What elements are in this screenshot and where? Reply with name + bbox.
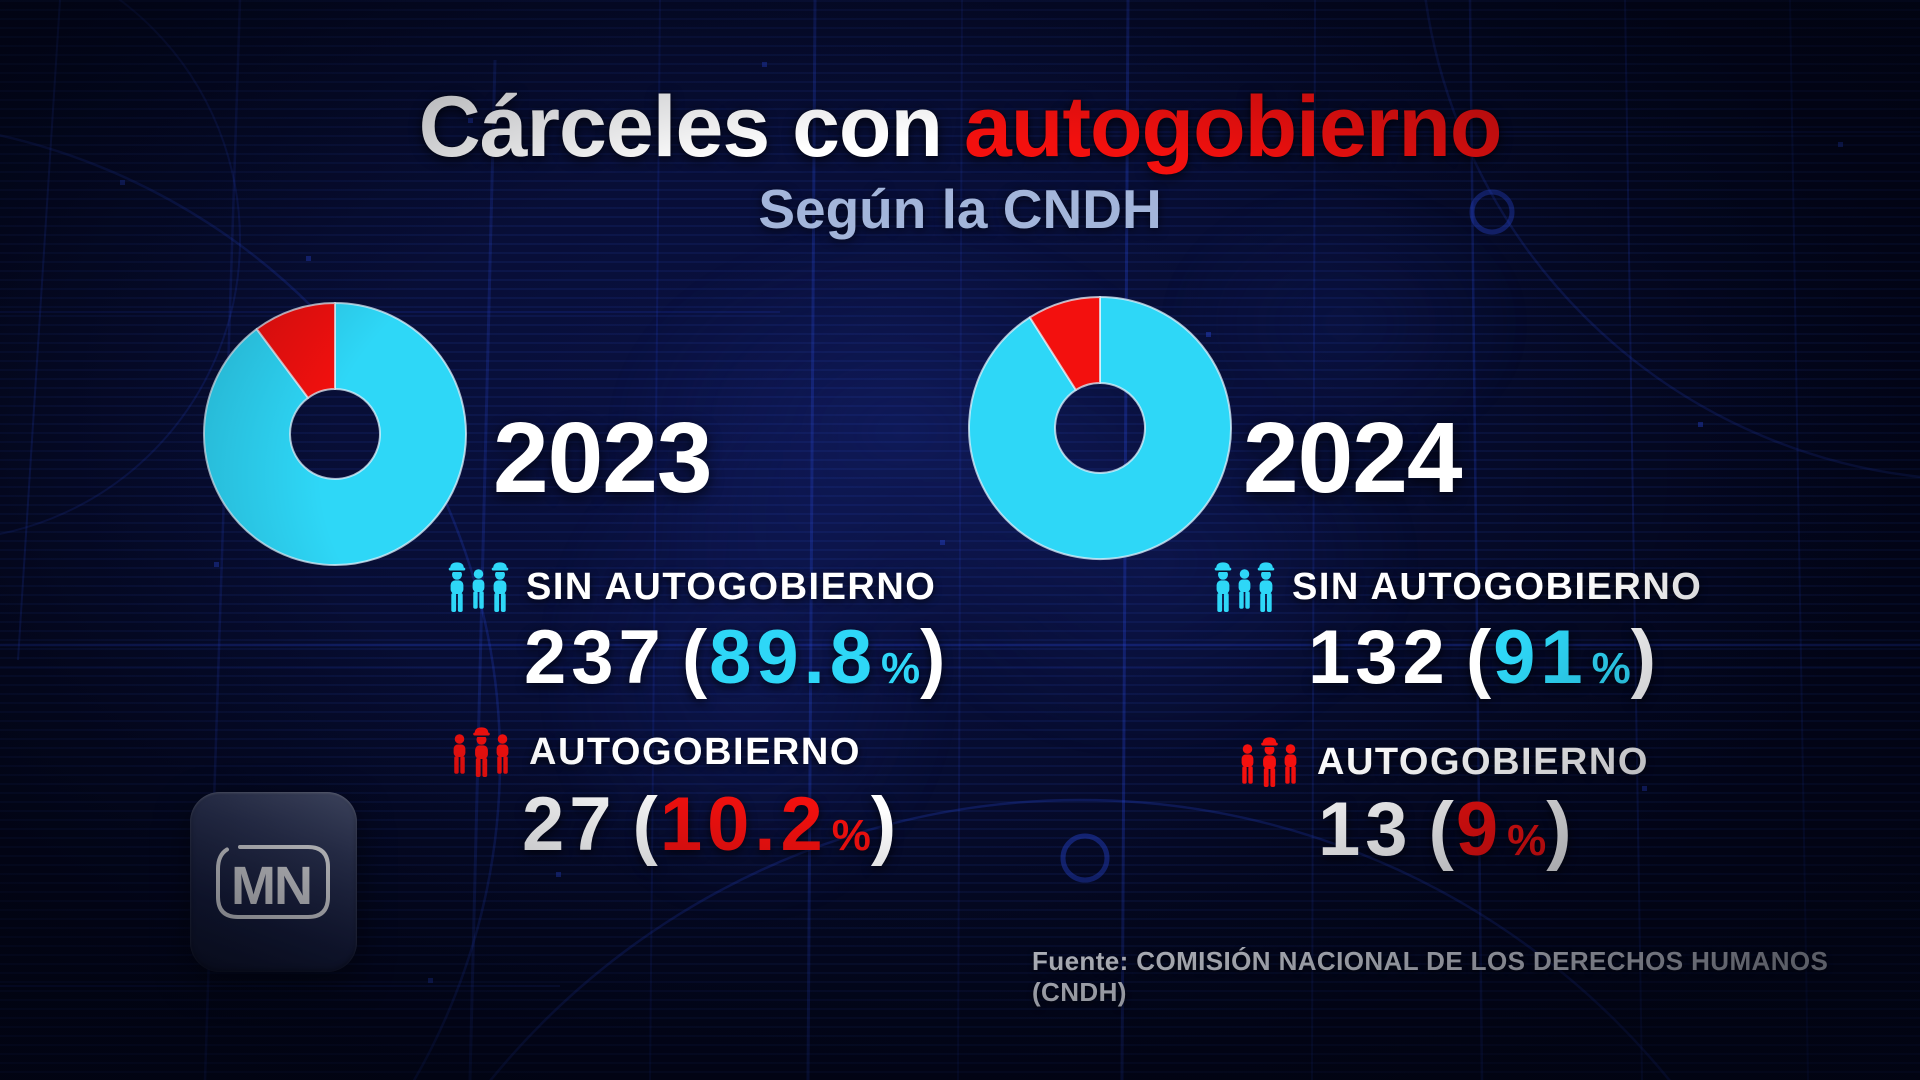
legend-value-sin-autogobierno-2023: 237(89.8%)	[524, 620, 945, 696]
source-attribution: Fuente: COMISIÓN NACIONAL DE LOS DERECHO…	[1032, 946, 1829, 1007]
value-percent: 9	[1455, 787, 1504, 872]
percent-sign: %	[1591, 644, 1631, 693]
value-count: 132	[1308, 615, 1450, 700]
legend-value-autogobierno-2024: 13(9%)	[1318, 792, 1572, 868]
donut-chart-2024	[968, 296, 1232, 560]
value-count: 27	[522, 782, 617, 867]
value-percent: 91	[1493, 615, 1588, 700]
legend-item-autogobierno-2024: AUTOGOBIERNO	[1238, 737, 1649, 789]
percent-sign: %	[831, 811, 871, 860]
legend-label-autogobierno: AUTOGOBIERNO	[1317, 741, 1649, 783]
legend-label-sin-autogobierno: SIN AUTOGOBIERNO	[1292, 566, 1703, 608]
legend-item-sin-autogobierno-2024: SIN AUTOGOBIERNO	[1213, 562, 1702, 614]
value-count: 13	[1318, 787, 1413, 872]
value-percent: 10.2	[659, 782, 828, 867]
title-white-part: Cárceles con	[418, 79, 943, 175]
open-paren: (	[681, 615, 708, 700]
value-percent: 89.8	[709, 615, 878, 700]
open-paren: (	[1465, 615, 1492, 700]
legend-value-sin-autogobierno-2024: 132(91%)	[1308, 620, 1656, 696]
legend-item-autogobierno-2023: AUTOGOBIERNO	[450, 727, 861, 779]
year-label-2024: 2024	[1243, 402, 1462, 514]
title-red-part: autogobierno	[964, 79, 1502, 175]
percent-sign: %	[881, 644, 921, 693]
open-paren: (	[632, 782, 658, 867]
legend-label-autogobierno: AUTOGOBIERNO	[529, 731, 861, 773]
mn-logo-emblem: MN	[215, 845, 330, 919]
close-paren: )	[1546, 787, 1572, 872]
close-paren: )	[1630, 615, 1657, 700]
inmate-group-icon	[1241, 737, 1297, 787]
page-subtitle: Según la CNDH	[758, 178, 1162, 240]
value-count: 237	[524, 615, 666, 700]
donut-chart-2023	[202, 302, 467, 566]
legend-label-sin-autogobierno: SIN AUTOGOBIERNO	[526, 566, 937, 608]
close-paren: )	[870, 782, 897, 867]
mn-channel-logo: MN	[190, 792, 357, 972]
logo-text: MN	[231, 856, 311, 916]
police-escort-icon	[448, 562, 509, 612]
police-escort-icon	[1214, 562, 1275, 612]
open-paren: (	[1428, 787, 1454, 872]
chart-header: Cárceles con autogobierno Según la CNDH	[0, 84, 1920, 237]
year-label-2023: 2023	[493, 402, 712, 514]
percent-sign: %	[1507, 816, 1547, 865]
close-paren: )	[920, 615, 946, 700]
legend-value-autogobierno-2023: 27(10.2%)	[522, 787, 896, 863]
inmate-group-icon	[453, 727, 509, 777]
page-title: Cárceles con autogobierno	[0, 84, 1920, 170]
legend-item-sin-autogobierno-2023: SIN AUTOGOBIERNO	[447, 562, 936, 614]
